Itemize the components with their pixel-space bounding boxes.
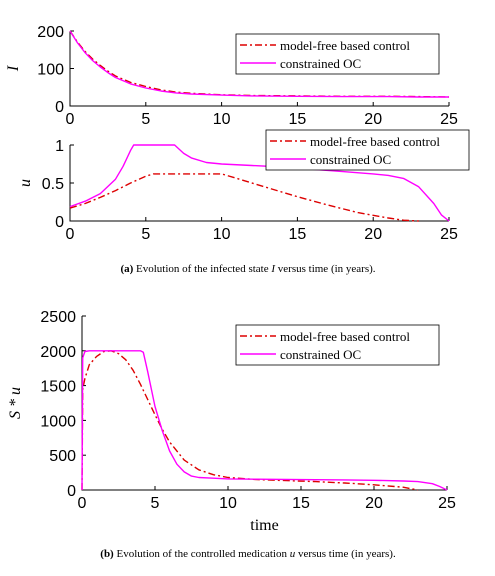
x-tick-label: 20	[364, 111, 382, 128]
caption-b: (b) Evolution of the controlled medicati…	[100, 548, 396, 560]
series-line-model-free	[81, 350, 418, 491]
series-line-constrained-oc	[81, 350, 448, 491]
caption-a-var: I	[270, 263, 276, 275]
caption-a-label: (a)	[120, 263, 133, 275]
x-tick-label: 5	[141, 226, 150, 243]
y-tick-label: 0	[67, 483, 76, 500]
x-tick-label: 25	[440, 226, 458, 243]
series-line-constrained-oc	[69, 30, 449, 98]
series-line-constrained-oc	[69, 144, 450, 222]
legend-entry: constrained OC	[280, 347, 361, 362]
x-tick-label: 15	[289, 226, 307, 243]
legend-box	[235, 33, 440, 75]
y-tick-label: 100	[37, 62, 64, 79]
x-tick-label: 10	[213, 226, 231, 243]
x-tick-label: 5	[141, 111, 150, 128]
caption-b-tail: versus time (in years).	[298, 548, 396, 560]
caption-b-label: (b)	[100, 548, 114, 560]
series-line-model-free	[69, 173, 419, 222]
legend-entry: model-free based control	[280, 329, 410, 344]
caption-b-var: u	[290, 548, 296, 560]
x-tick-label: 0	[78, 495, 87, 512]
caption-a-tail: versus time (in years).	[278, 263, 376, 275]
legend-entry: constrained OC	[280, 56, 361, 71]
chart-control-u: 0 5 10 15 20 25 0 0.5 1 u model-free based control…	[17, 129, 470, 243]
x-tick-label: 15	[289, 111, 307, 128]
legend-entry: constrained OC	[310, 152, 391, 167]
x-tick-label: 10	[213, 111, 231, 128]
caption-a: (a) Evolution of the infected state I ve…	[120, 263, 375, 275]
series-line-model-free	[69, 30, 450, 98]
y-axis-label: S * u	[7, 387, 24, 419]
legend-entry: model-free based control	[280, 38, 410, 53]
x-tick-label: 25	[438, 495, 456, 512]
caption-a-text: Evolution of the infected state	[136, 263, 271, 275]
legend-box	[235, 324, 440, 366]
y-tick-label: 0	[55, 214, 64, 231]
x-tick-label: 20	[364, 226, 382, 243]
y-tick-label: 1000	[40, 413, 76, 430]
legend: model-free based control constrained OC	[265, 129, 470, 171]
x-tick-label: 0	[66, 111, 75, 128]
y-tick-label: 1500	[40, 379, 76, 396]
chart-medication-su: 0 5 10 15 20 25 0 500 1000 1500 2000 2500 S * u time m…	[7, 309, 456, 534]
y-axis-label: u	[17, 179, 34, 187]
caption-b-text: Evolution of the controlled medication	[116, 548, 289, 560]
x-axis-label: time	[250, 517, 278, 534]
y-axis-label: I	[5, 65, 22, 72]
y-tick-label: 1	[55, 138, 64, 155]
x-tick-label: 25	[440, 111, 458, 128]
legend: model-free based control constrained OC	[235, 324, 440, 366]
x-tick-label: 0	[66, 226, 75, 243]
y-tick-label: 2000	[40, 344, 76, 361]
y-tick-label: 500	[49, 448, 76, 465]
x-tick-label: 5	[151, 495, 160, 512]
x-tick-label: 15	[292, 495, 310, 512]
y-tick-label: 0.5	[42, 176, 64, 193]
legend: model-free based control constrained OC	[235, 33, 440, 75]
y-tick-label: 0	[55, 99, 64, 116]
legend-box	[265, 129, 470, 171]
x-tick-label: 20	[365, 495, 383, 512]
y-tick-label: 200	[37, 24, 64, 41]
x-tick-label: 10	[219, 495, 237, 512]
y-tick-label: 2500	[40, 309, 76, 326]
legend-entry: model-free based control	[310, 134, 440, 149]
